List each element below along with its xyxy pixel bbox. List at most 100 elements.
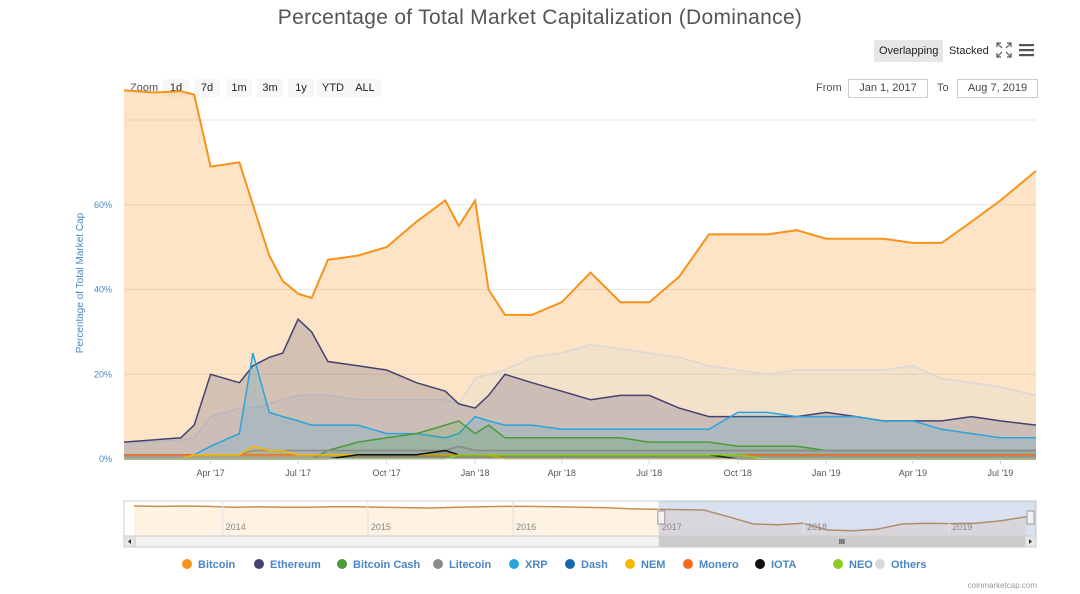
x-tick-label: Apr '17 — [196, 468, 224, 478]
legend-marker-ethereum — [254, 559, 264, 569]
scrollbar-left-button[interactable] — [123, 535, 136, 548]
chart-title: Percentage of Total Market Capitalizatio… — [277, 6, 803, 29]
zoom-7d-button[interactable]: 7d — [194, 79, 220, 97]
x-tick-label: Apr '18 — [548, 468, 576, 478]
zoom-1m-button[interactable]: 1m — [226, 79, 252, 97]
legend-label-others: Others — [891, 559, 927, 571]
legend-item-dash[interactable]: Dash — [565, 559, 608, 571]
legend-label-xrp: XRP — [525, 559, 548, 571]
area-iota — [124, 450, 1036, 459]
range-from-label: From — [816, 82, 842, 94]
x-tick-label: Jan '19 — [812, 468, 841, 478]
zoom-3m-button[interactable]: 3m — [257, 79, 283, 97]
legend-label-litecoin: Litecoin — [449, 559, 492, 571]
area-bitcoin-cash — [124, 420, 1036, 459]
zoom-1y-button[interactable]: 1y — [288, 79, 314, 97]
legend-label-dash: Dash — [581, 559, 608, 571]
legend-marker-nem — [625, 559, 635, 569]
x-tick-label: Oct '17 — [373, 468, 401, 478]
legend-item-xrp[interactable]: XRP — [509, 559, 548, 571]
legend-label-nem: NEM — [641, 559, 666, 571]
range-from-input[interactable]: Jan 1, 2017 — [848, 79, 928, 98]
legend-label-iota: IOTA — [771, 559, 797, 571]
area-monero — [124, 454, 1036, 459]
scrollbar-right-button[interactable] — [1024, 535, 1037, 548]
legend-label-bitcoin: Bitcoin — [198, 559, 236, 571]
legend-item-litecoin[interactable]: Litecoin — [433, 559, 491, 571]
navigator-year-label: 2019 — [952, 522, 972, 532]
overlapping-button[interactable]: Overlapping — [874, 40, 944, 62]
series-line-xrp — [124, 352, 1036, 456]
navigator-year-label: 2016 — [516, 522, 536, 532]
legend-item-bitcoin-cash[interactable]: Bitcoin Cash — [337, 559, 420, 571]
area-xrp — [124, 353, 1036, 459]
legend-label-monero: Monero — [699, 559, 739, 571]
y-tick-label: 20% — [94, 369, 112, 379]
navigator-year-label: 2018 — [807, 522, 827, 532]
legend-item-nem[interactable]: NEM — [625, 559, 665, 571]
y-axis-label: Percentage of Total Market Cap — [75, 212, 86, 353]
x-tick-label: Oct '18 — [724, 468, 752, 478]
legend-marker-xrp — [509, 559, 519, 569]
series-line-neo — [124, 454, 1036, 460]
legend-marker-bitcoin-cash — [337, 559, 347, 569]
credits-link[interactable]: coinmarketcap.com — [967, 581, 1037, 590]
area-neo — [124, 454, 1036, 459]
series-line-ethereum — [123, 317, 1037, 443]
legend-item-ethereum[interactable]: Ethereum — [254, 559, 321, 571]
area-ethereum — [124, 319, 1036, 459]
scrollbar-thumb[interactable] — [658, 536, 1025, 547]
legend: Bitcoin Ethereum Bitcoin Cash Litecoin XRP Da… — [0, 559, 1080, 575]
navigator-left-handle[interactable] — [657, 510, 666, 525]
legend-item-neo[interactable]: NEO — [833, 559, 873, 571]
area-dash — [124, 454, 1036, 459]
y-tick-label: 40% — [94, 285, 112, 295]
x-tick-label: Jul '19 — [988, 468, 1014, 478]
scroll-right-arrow-icon — [1029, 539, 1032, 544]
y-tick-label: 0% — [99, 454, 112, 464]
fullscreen-icon[interactable] — [996, 42, 1012, 58]
legend-label-neo: NEO — [849, 559, 873, 571]
legend-marker-monero — [683, 559, 693, 569]
zoom-1d-button[interactable]: 1d — [163, 79, 189, 97]
legend-label-bitcoin-cash: Bitcoin Cash — [353, 559, 421, 571]
series-line-iota — [124, 449, 1036, 460]
legend-item-others[interactable]: Others — [875, 559, 926, 571]
zoom-label: Zoom — [130, 82, 159, 94]
area-bitcoin — [124, 90, 1036, 460]
legend-marker-dash — [565, 559, 575, 569]
area-others — [124, 344, 1036, 459]
x-tick-label: Jul '18 — [636, 468, 662, 478]
zoom-ytd-button[interactable]: YTD — [317, 79, 349, 97]
legend-marker-litecoin — [433, 559, 443, 569]
legend-label-ethereum: Ethereum — [270, 559, 321, 571]
series-line-nem — [124, 445, 1036, 460]
x-tick-label: Jan '18 — [461, 468, 490, 478]
series-line-bitcoin — [123, 89, 1037, 316]
navigator-line — [133, 505, 1027, 532]
navigator-year-label: 2017 — [662, 522, 682, 532]
area-nem — [124, 446, 1036, 459]
stacked-button[interactable]: Stacked — [949, 45, 989, 57]
navigator-right-handle[interactable] — [1026, 510, 1035, 525]
navigator-year-label: 2015 — [371, 522, 391, 532]
range-to-input[interactable]: Aug 7, 2019 — [957, 79, 1038, 98]
navigator-selection[interactable] — [658, 501, 1036, 536]
legend-marker-others — [875, 559, 885, 569]
navigator-year-label: 2014 — [226, 522, 246, 532]
series-line-others — [124, 343, 1037, 443]
legend-item-iota[interactable]: IOTA — [755, 559, 796, 571]
legend-marker-bitcoin — [182, 559, 192, 569]
hamburger-menu-icon[interactable] — [1019, 43, 1035, 57]
range-to-label: To — [937, 82, 949, 94]
area-litecoin — [124, 446, 1036, 459]
zoom-all-button[interactable]: ALL — [349, 79, 381, 97]
navigator-area — [134, 506, 1026, 536]
legend-item-monero[interactable]: Monero — [683, 559, 739, 571]
scrollbar-track[interactable] — [123, 535, 1037, 548]
legend-marker-neo — [833, 559, 843, 569]
navigator-background — [123, 500, 1037, 537]
series-line-bitcoin-cash — [124, 420, 1036, 460]
scroll-left-arrow-icon — [128, 539, 131, 544]
legend-item-bitcoin[interactable]: Bitcoin — [182, 559, 235, 571]
